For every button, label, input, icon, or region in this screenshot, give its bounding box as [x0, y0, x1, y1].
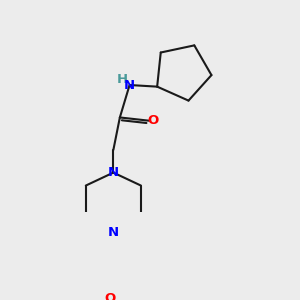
Text: N: N	[124, 79, 135, 92]
Text: O: O	[147, 114, 159, 127]
Text: N: N	[108, 166, 119, 179]
Text: O: O	[104, 292, 116, 300]
Text: N: N	[108, 226, 119, 239]
Text: H: H	[117, 73, 128, 86]
